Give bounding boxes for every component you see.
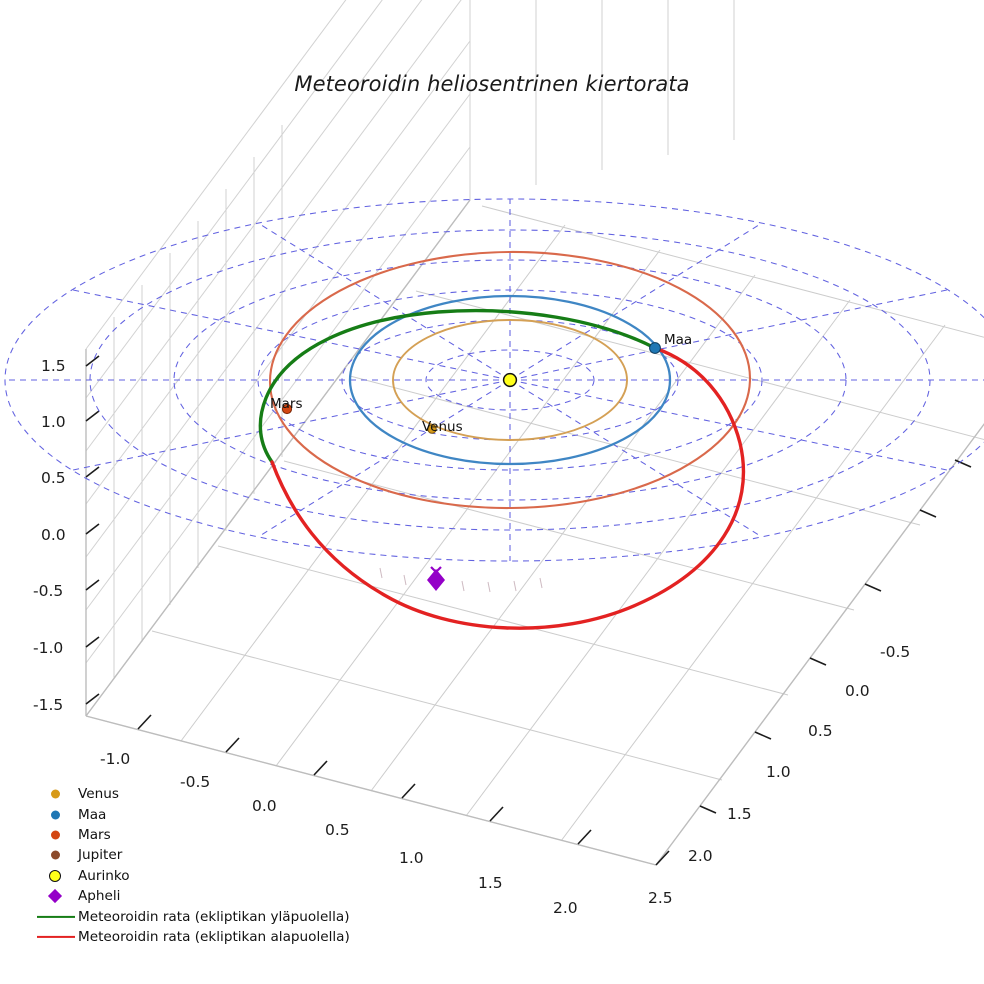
z-tick-label-5: -1.0 [33,639,64,657]
axis-tick-marks [85,355,972,866]
x-tick-label-3: 0.5 [325,821,350,839]
ecliptic-polar-grid [4,198,984,562]
y-tick-label-0: 2.5 [648,889,673,907]
x-tick-label-2: 0.0 [252,797,277,815]
z-tick-label-2: 0.5 [41,469,66,487]
venus-dot-icon [34,784,78,804]
legend-item-meteoroid-below[interactable]: Meteoroidin rata (ekliptikan alapuolella… [34,927,374,947]
back-pane-grid [469,0,735,200]
y-tick-label-1: 2.0 [688,847,713,865]
legend-label-aurinko: Aurinko [78,867,130,884]
meteoroid-orbit-above [258,308,657,464]
legend-item-mars[interactable]: Mars [34,825,374,845]
mars-dot-icon [34,825,78,845]
legend-label-jupiter: Jupiter [78,847,123,864]
axes-3d-box [85,0,984,866]
jupiter-dot-icon [34,845,78,865]
legend-item-jupiter[interactable]: Jupiter [34,845,374,865]
legend-item-apheli[interactable]: Apheli [34,886,374,906]
floor-pane-grid [85,199,984,866]
z-tick-label-3: 0.0 [41,526,66,544]
legend-label-venus: Venus [78,786,119,803]
legend-label-meteoroid-below: Meteoroidin rata (ekliptikan alapuolella… [78,928,350,945]
polar-spokes [5,199,984,561]
meteoroid-orbit-below [270,346,746,630]
z-tick-label-4: -0.5 [33,582,64,600]
legend-item-meteoroid-above[interactable]: Meteoroidin rata (ekliptikan yläpuolella… [34,906,374,926]
legend-item-aurinko[interactable]: Aurinko [34,866,374,886]
legend-label-apheli: Apheli [78,888,121,905]
y-tick-label-2: 1.5 [727,805,752,823]
meteoroid-above-line-icon [34,907,78,927]
legend-label-mars: Mars [78,826,111,843]
apheli-diamond-icon [34,886,78,906]
legend-item-maa[interactable]: Maa [34,804,374,824]
page-title: Meteoroidin heliosentrinen kiertorata [294,72,690,96]
mars-plot-label: Mars [270,396,303,412]
orbit-projection-stems [379,567,543,593]
venus-orbit [392,319,628,441]
y-tick-label-5: 0.0 [845,682,870,700]
maa-orbit [348,294,672,466]
x-tick-label-6: 2.0 [553,899,578,917]
z-tick-label-6: -1.5 [33,696,64,714]
maa-plot-label: Maa [664,332,693,348]
aurinko-marker [502,372,518,388]
x-tick-label-5: 1.5 [478,874,503,892]
maa-dot-icon [34,805,78,825]
maa-marker [649,342,661,354]
x-tick-label-0: -1.0 [100,750,131,768]
meteoroid-below-line-icon [34,927,78,947]
x-tick-label-4: 1.0 [399,849,424,867]
aurinko-dot-icon [34,866,78,886]
y-tick-label-4: 0.5 [808,722,833,740]
x-tick-label-1: -0.5 [180,773,211,791]
venus-plot-label: Venus [422,419,463,435]
legend: Venus Maa Mars Jupiter Aurinko [34,784,374,947]
legend-item-venus[interactable]: Venus [34,784,374,804]
mars-orbit [268,250,752,510]
z-tick-label-1: 1.0 [41,413,66,431]
z-tick-label-0: 1.5 [41,357,66,375]
legend-label-meteoroid-above: Meteoroidin rata (ekliptikan yläpuolella… [78,908,350,925]
venus-marker [427,424,437,434]
y-tick-label-3: 1.0 [766,763,791,781]
box-outline [85,199,984,866]
legend-label-maa: Maa [78,806,107,823]
mars-marker [281,403,293,415]
apheli-marker [427,566,445,591]
y-tick-label-6: -0.5 [880,643,911,661]
